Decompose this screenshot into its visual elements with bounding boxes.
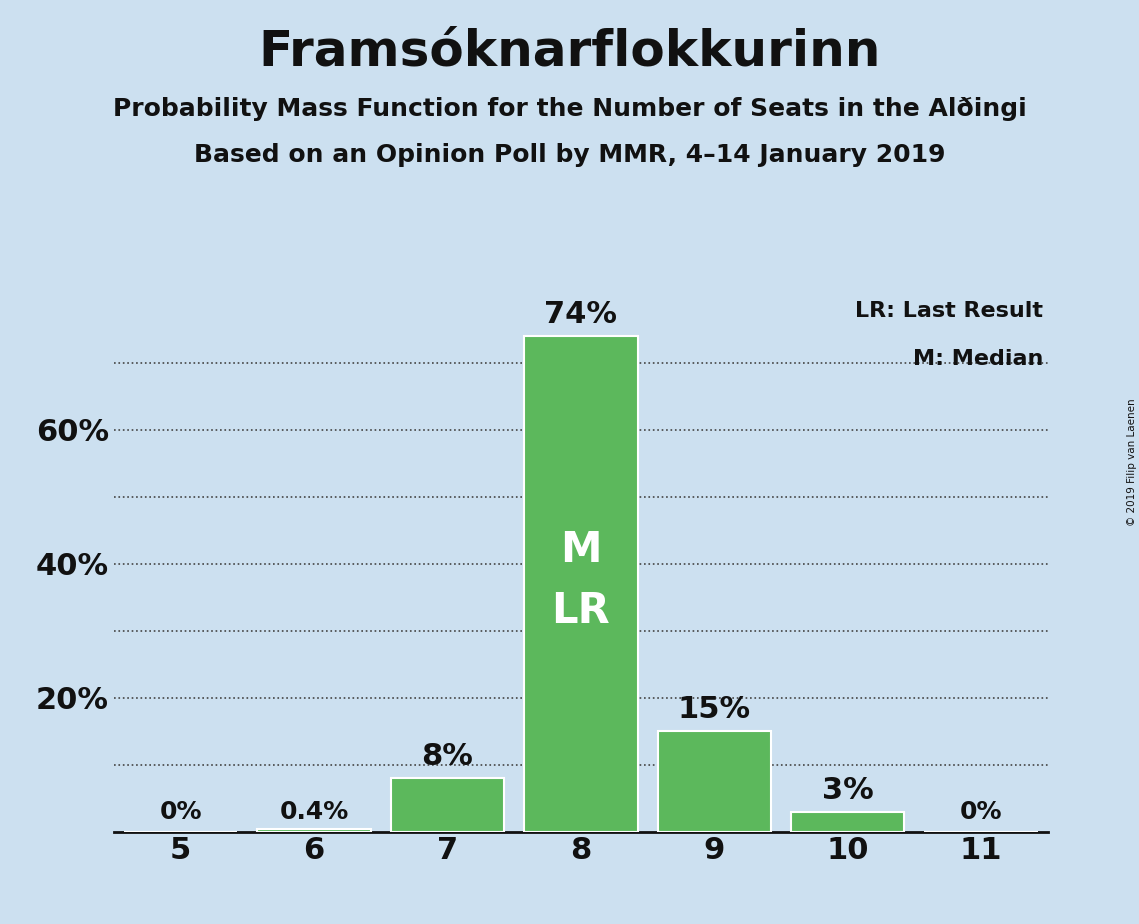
Text: 0.4%: 0.4% (279, 799, 349, 823)
Bar (257, 829, 370, 832)
Text: 3%: 3% (822, 776, 874, 805)
Text: Framsóknarflokkurinn: Framsóknarflokkurinn (259, 28, 880, 76)
Text: LR: Last Result: LR: Last Result (855, 301, 1043, 321)
Text: 8%: 8% (421, 742, 474, 772)
Text: 0%: 0% (159, 799, 202, 823)
Bar (790, 811, 904, 832)
Text: 74%: 74% (544, 300, 617, 329)
Text: © 2019 Filip van Laenen: © 2019 Filip van Laenen (1126, 398, 1137, 526)
Bar (524, 336, 638, 832)
Text: M: Median: M: Median (912, 349, 1043, 370)
Text: LR: LR (551, 590, 611, 631)
Text: Based on an Opinion Poll by MMR, 4–14 January 2019: Based on an Opinion Poll by MMR, 4–14 Ja… (194, 143, 945, 167)
Text: M: M (560, 529, 601, 571)
Bar (657, 731, 771, 832)
Text: 0%: 0% (960, 799, 1002, 823)
Text: 15%: 15% (678, 696, 751, 724)
Text: Probability Mass Function for the Number of Seats in the Alðingi: Probability Mass Function for the Number… (113, 97, 1026, 121)
Bar (391, 778, 505, 832)
